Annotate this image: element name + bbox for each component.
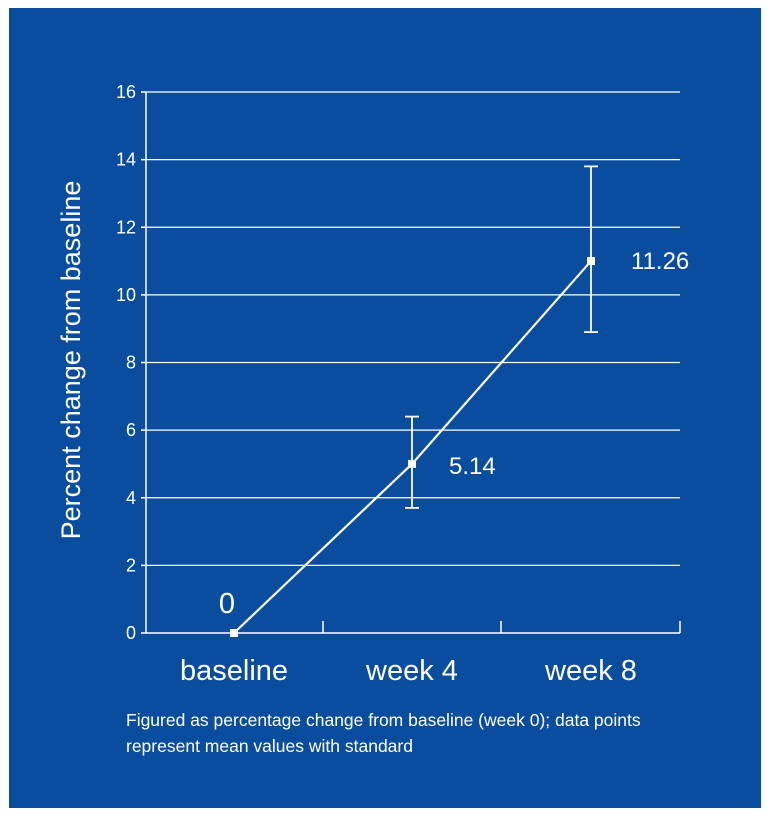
y-axis-label: Percent change from baseline bbox=[56, 181, 86, 540]
y-tick-label: 0 bbox=[126, 623, 136, 643]
y-tick-label: 14 bbox=[116, 150, 136, 170]
y-tick-label: 8 bbox=[126, 353, 136, 373]
y-tick-label: 12 bbox=[116, 217, 136, 237]
y-tick-label: 16 bbox=[116, 82, 136, 102]
x-tick-label: week 4 bbox=[365, 655, 458, 687]
chart-panel bbox=[9, 8, 761, 808]
data-label: 0 bbox=[219, 588, 235, 620]
y-tick-label: 4 bbox=[126, 488, 136, 508]
y-tick-label: 2 bbox=[126, 555, 136, 575]
data-point bbox=[230, 629, 238, 637]
data-label: 11.26 bbox=[631, 248, 689, 275]
x-tick-label: week 8 bbox=[544, 655, 637, 687]
data-label: 5.14 bbox=[449, 453, 496, 480]
data-point bbox=[408, 459, 416, 468]
chart-caption: Figured as percentage change from baseli… bbox=[126, 710, 641, 756]
y-tick-label: 6 bbox=[126, 420, 136, 440]
y-tick-label: 10 bbox=[116, 285, 136, 305]
data-point bbox=[587, 257, 595, 266]
x-tick-label: baseline bbox=[180, 655, 288, 687]
